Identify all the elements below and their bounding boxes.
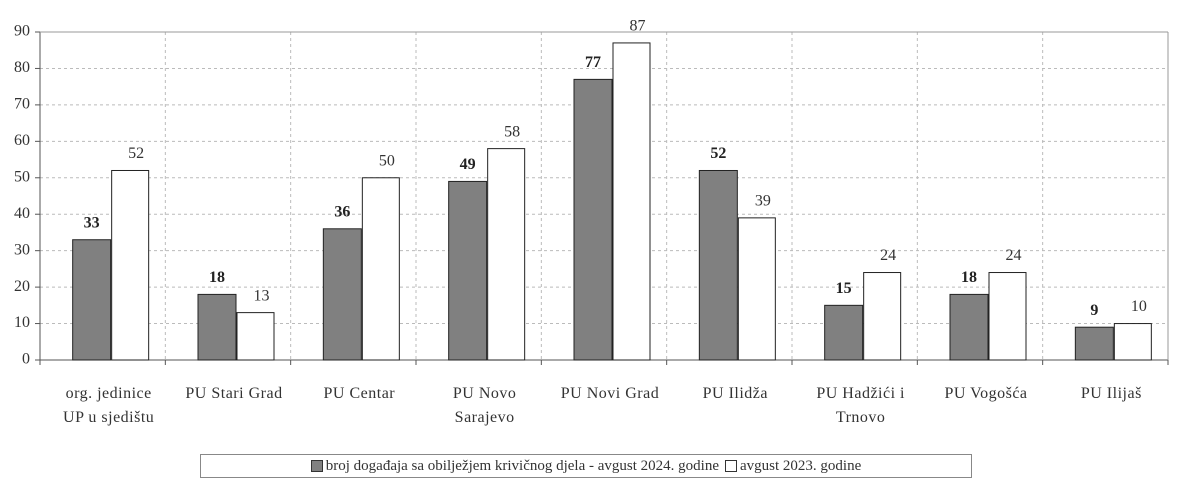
data-label: 24 xyxy=(880,247,896,264)
data-label: 52 xyxy=(128,145,144,162)
data-label: 33 xyxy=(84,214,100,231)
data-label: 15 xyxy=(836,280,852,297)
y-tick-label: 90 xyxy=(14,23,30,40)
bar xyxy=(487,148,526,361)
bar xyxy=(197,293,237,361)
bar xyxy=(448,180,488,361)
legend-label: avgust 2023. godine xyxy=(739,457,862,474)
data-label: 50 xyxy=(379,152,395,169)
bar xyxy=(1113,323,1152,361)
y-tick-label: 40 xyxy=(14,205,30,222)
bar xyxy=(322,228,362,361)
x-tick-label: org. jedinice UP u sjedištu xyxy=(63,385,155,426)
legend-swatch xyxy=(724,460,737,472)
x-tick-label: PU Ilidža xyxy=(702,385,768,402)
data-label: 13 xyxy=(254,287,270,304)
y-tick-label: 30 xyxy=(14,241,30,258)
data-label: 18 xyxy=(961,269,977,286)
bar xyxy=(361,177,400,361)
data-label: 18 xyxy=(209,269,225,286)
bar xyxy=(573,78,613,361)
data-label: 24 xyxy=(1006,247,1022,264)
x-tick-label: PU Hadžići i Trnovo xyxy=(816,385,905,426)
data-label: 52 xyxy=(710,145,726,162)
bar xyxy=(612,42,651,361)
bar xyxy=(988,272,1027,361)
bar xyxy=(236,312,275,361)
x-tick-label: PU Novi Grad xyxy=(560,385,660,402)
y-tick-label: 70 xyxy=(14,96,30,113)
bar xyxy=(737,217,776,361)
data-label: 36 xyxy=(334,203,350,220)
legend-item: broj događaja sa obilježjem krivičnog dj… xyxy=(310,457,719,475)
bar xyxy=(1074,326,1114,361)
y-tick-label: 20 xyxy=(14,278,30,295)
x-tick-label: PU Ilijaš xyxy=(1080,385,1142,402)
y-tick-label: 0 xyxy=(22,351,30,368)
data-label: 39 xyxy=(755,193,771,210)
x-tick-label: PU Stari Grad xyxy=(185,385,283,402)
bar xyxy=(949,293,989,361)
data-label: 77 xyxy=(585,54,601,71)
bar xyxy=(863,272,902,361)
legend-item: avgust 2023. godine xyxy=(724,457,862,475)
legend: broj događaja sa obilježjem krivičnog dj… xyxy=(200,454,972,478)
y-tick-label: 80 xyxy=(14,59,30,76)
bar xyxy=(698,169,738,361)
data-label: 49 xyxy=(460,156,476,173)
bar xyxy=(111,169,150,361)
y-tick-label: 60 xyxy=(14,132,30,149)
data-label: 58 xyxy=(504,123,520,140)
bar xyxy=(824,304,864,361)
legend-swatch xyxy=(310,460,323,472)
legend-label: broj događaja sa obilježjem krivičnog dj… xyxy=(325,457,719,474)
x-tick-label: PU Novo Sarajevo xyxy=(452,385,517,426)
data-label: 9 xyxy=(1090,302,1098,319)
data-label: 10 xyxy=(1131,298,1147,315)
y-tick-label: 10 xyxy=(14,314,30,331)
data-label: 87 xyxy=(630,18,646,35)
x-tick-label: PU Vogošća xyxy=(944,385,1028,402)
y-tick-label: 50 xyxy=(14,168,30,185)
bar xyxy=(72,239,112,361)
x-tick-label: PU Centar xyxy=(323,385,396,402)
